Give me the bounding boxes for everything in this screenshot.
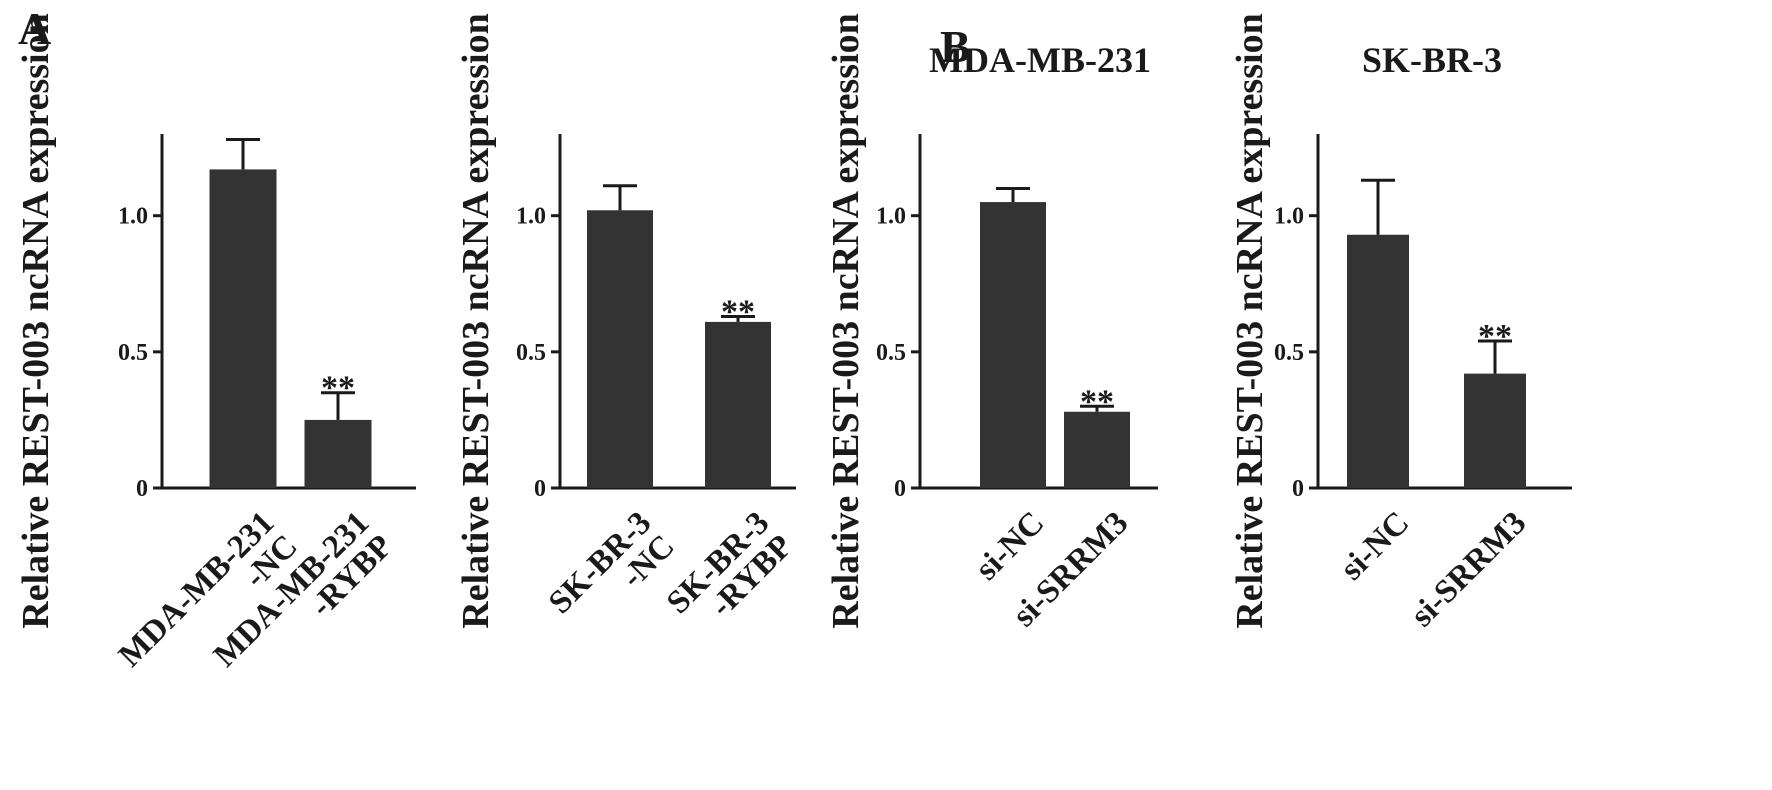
charts-layer: Relative REST-003 ncRNA expression 0 0.5 1.… (15, 13, 1572, 674)
bar (705, 321, 771, 488)
bar (1464, 373, 1526, 488)
chart-2: Relative REST-003 ncRNA expression 0 0.5 1.… (455, 13, 800, 645)
category-label: SK-BR-3-NC (542, 505, 682, 645)
y-tick-label: 1.0 (516, 204, 546, 230)
category-label: si-SRRM3 (1404, 505, 1533, 634)
y-axis-label: Relative REST-003 ncRNA expression (15, 13, 57, 628)
y-axis-label: Relative REST-003 ncRNA expression (825, 13, 867, 628)
chart-title: MDA-MB-231 (929, 40, 1151, 80)
panel-letter-b: B (940, 21, 971, 72)
significance-label: ** (1080, 383, 1114, 420)
y-tick-label: 0.5 (118, 340, 148, 366)
chart-1: Relative REST-003 ncRNA expression 0 0.5 1.… (15, 13, 416, 674)
y-tick-label: 0.5 (516, 340, 546, 366)
significance-label: ** (321, 370, 355, 407)
y-tick-label: 0.5 (876, 340, 906, 366)
y-tick-label: 1.0 (1274, 204, 1304, 230)
y-axis-label: Relative REST-003 ncRNA expression (455, 13, 497, 628)
y-tick-label: 0 (894, 476, 906, 502)
chart-3: MDA-MB-231 Relative REST-003 ncRNA expres… (825, 13, 1158, 634)
y-tick-label: 0 (1292, 476, 1304, 502)
y-axis-label: Relative REST-003 ncRNA expression (1229, 13, 1271, 628)
significance-label: ** (721, 293, 755, 330)
y-tick-label: 0 (534, 476, 546, 502)
category-label-line: si-SRRM3 (1404, 505, 1533, 634)
category-label: si-NC (1334, 505, 1416, 587)
bar (1064, 411, 1130, 488)
category-label-line: si-NC (1334, 505, 1416, 587)
panel-letter-a: A (18, 3, 51, 54)
chart-4: SK-BR-3 Relative REST-003 ncRNA expressio… (1229, 13, 1572, 634)
bar (304, 419, 372, 488)
y-tick-label: 0 (136, 476, 148, 502)
y-tick-label: 0.5 (1274, 340, 1304, 366)
y-tick-label: 1.0 (118, 204, 148, 230)
bar (1347, 234, 1409, 488)
bar (980, 202, 1046, 489)
chart-title: SK-BR-3 (1362, 40, 1502, 80)
y-tick-label: 1.0 (876, 204, 906, 230)
significance-label: ** (1478, 318, 1512, 355)
bar (587, 210, 653, 488)
category-label: SK-BR-3-RYBP (660, 505, 800, 645)
bar (209, 169, 277, 488)
